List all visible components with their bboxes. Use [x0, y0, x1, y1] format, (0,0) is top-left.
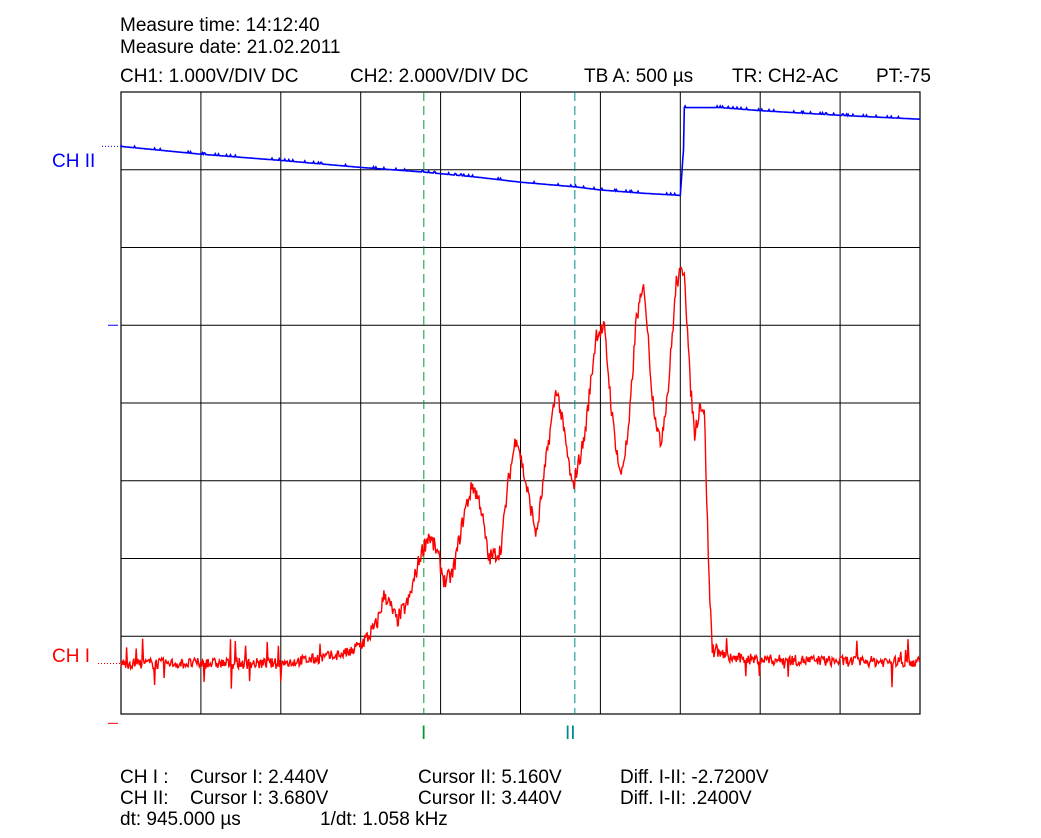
- readout-ch2-prefix: CH II:: [120, 788, 169, 809]
- trace-ch-ii: [120, 104, 920, 197]
- measure-date: Measure date: 21.02.2011: [120, 37, 341, 58]
- timebase: TB A: 500 µs: [584, 66, 694, 87]
- ch2-reference-label: CH II: [52, 151, 96, 172]
- readout-dt: dt: 945.000 µs: [120, 809, 241, 830]
- readout-ch2-cursor1: Cursor I: 3.680V: [190, 788, 329, 809]
- ch2-setting: CH2: 2.000V/DIV DC: [350, 66, 529, 87]
- trace-ch-i: [120, 266, 921, 689]
- readout-ch1-prefix: CH I :: [120, 767, 169, 788]
- cursor-lines: [423, 92, 576, 714]
- cursor2-label[interactable]: II: [565, 723, 576, 744]
- readout-ch1-cursor1: Cursor I: 2.440V: [190, 767, 329, 788]
- readout-ch1-cursor2: Cursor II: 5.160V: [418, 767, 562, 788]
- cursor1-label[interactable]: I: [421, 723, 427, 744]
- readout-ch2-cursor2: Cursor II: 3.440V: [418, 788, 562, 809]
- ch1-reference-label: CH I: [52, 646, 90, 667]
- readout-ch2-diff: Diff. I-II: .2400V: [620, 788, 752, 809]
- trigger-setting: TR: CH2-AC: [732, 66, 839, 87]
- waveform-traces: [120, 104, 921, 689]
- ch1-setting: CH1: 1.000V/DIV DC: [120, 66, 299, 87]
- readout-ch1-diff: Diff. I-II: -2.7200V: [620, 767, 769, 788]
- graticule-grid: [120, 91, 921, 715]
- reference-marks: [98, 145, 121, 724]
- measure-time: Measure time: 14:12:40: [120, 15, 320, 36]
- readout-inv-dt: 1/dt: 1.058 kHz: [320, 809, 448, 830]
- pretrigger-setting: PT:-75: [876, 66, 931, 87]
